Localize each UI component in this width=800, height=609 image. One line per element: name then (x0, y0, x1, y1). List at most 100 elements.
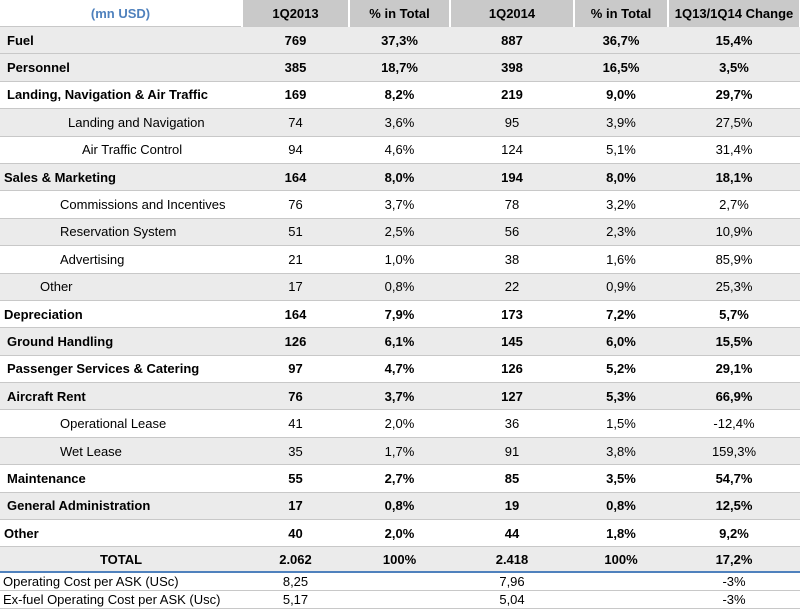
table-row: Depreciation 164 7,9% 173 7,2% 5,7% (0, 299, 800, 328)
footer-row: Operating Cost per ASK (USc) 8,25 7,96 -… (0, 572, 800, 592)
footer-empty (574, 572, 668, 592)
value-1q2013: 51 (242, 217, 349, 246)
change-value: 29,1% (668, 354, 800, 383)
row-label: Other (0, 519, 242, 547)
total-1q2013: 2.062 (242, 546, 349, 574)
value-1q2013: 35 (242, 436, 349, 465)
row-label: Maintenance (0, 464, 242, 493)
change-value: 27,5% (668, 108, 800, 137)
pct-2014: 3,5% (574, 464, 668, 493)
pct-2014: 5,3% (574, 382, 668, 410)
table-row: Advertising 21 1,0% 38 1,6% 85,9% (0, 245, 800, 274)
change-value: 3,5% (668, 53, 800, 82)
row-label: Reservation System (0, 217, 242, 246)
change-value: 15,4% (668, 25, 800, 54)
footer-change: -3% (668, 572, 800, 592)
value-1q2014: 127 (450, 382, 574, 410)
row-label: Ground Handling (0, 327, 242, 356)
value-1q2014: 398 (450, 53, 574, 82)
pct-2014: 0,9% (574, 272, 668, 301)
footer-1q2013: 5,17 (242, 590, 349, 609)
value-1q2013: 17 (242, 491, 349, 520)
footer-empty (349, 572, 450, 592)
pct-2014: 2,3% (574, 217, 668, 246)
pct-2014: 1,5% (574, 409, 668, 438)
footer-1q2014: 5,04 (450, 590, 574, 609)
col-header-1q2013: 1Q2013 (242, 0, 350, 27)
value-1q2014: 91 (450, 436, 574, 465)
value-1q2013: 76 (242, 382, 349, 410)
pct-2013: 1,7% (349, 436, 450, 465)
pct-2013: 7,9% (349, 299, 450, 328)
pct-2013: 3,7% (349, 382, 450, 410)
pct-2014: 5,2% (574, 354, 668, 383)
row-label: Sales & Marketing (0, 162, 242, 191)
value-1q2013: 55 (242, 464, 349, 493)
total-pct-2013: 100% (349, 546, 450, 574)
change-value: 54,7% (668, 464, 800, 493)
value-1q2014: 19 (450, 491, 574, 520)
value-1q2013: 76 (242, 190, 349, 219)
value-1q2013: 126 (242, 327, 349, 356)
table-row: Maintenance 55 2,7% 85 3,5% 54,7% (0, 464, 800, 493)
table-row: Operational Lease 41 2,0% 36 1,5% -12,4% (0, 409, 800, 438)
change-value: 29,7% (668, 80, 800, 109)
pct-2013: 37,3% (349, 25, 450, 54)
value-1q2013: 385 (242, 53, 349, 82)
change-value: 31,4% (668, 135, 800, 164)
pct-2014: 3,8% (574, 436, 668, 465)
pct-2013: 6,1% (349, 327, 450, 356)
row-label: Personnel (0, 53, 242, 82)
pct-2013: 1,0% (349, 245, 450, 274)
pct-2014: 9,0% (574, 80, 668, 109)
change-value: 10,9% (668, 217, 800, 246)
value-1q2013: 21 (242, 245, 349, 274)
pct-2013: 8,0% (349, 162, 450, 191)
footer-change: -3% (668, 590, 800, 609)
table-body: Fuel 769 37,3% 887 36,7% 15,4% Personnel… (0, 25, 800, 609)
table-row: Ground Handling 126 6,1% 145 6,0% 15,5% (0, 327, 800, 356)
value-1q2014: 173 (450, 299, 574, 328)
col-header-pct-2014: % in Total (574, 0, 669, 27)
footer-1q2013: 8,25 (242, 572, 349, 592)
pct-2013: 3,6% (349, 108, 450, 137)
footer-1q2014: 7,96 (450, 572, 574, 592)
change-value: 2,7% (668, 190, 800, 219)
unit-label: (mn USD) (0, 0, 243, 27)
value-1q2014: 38 (450, 245, 574, 274)
value-1q2013: 97 (242, 354, 349, 383)
value-1q2013: 164 (242, 162, 349, 191)
change-value: -12,4% (668, 409, 800, 438)
total-pct-2014: 100% (574, 546, 668, 574)
value-1q2013: 40 (242, 519, 349, 547)
value-1q2014: 56 (450, 217, 574, 246)
value-1q2013: 94 (242, 135, 349, 164)
footer-label: Operating Cost per ASK (USc) (0, 572, 242, 592)
value-1q2014: 194 (450, 162, 574, 191)
row-label: Fuel (0, 25, 242, 54)
row-label: Air Traffic Control (0, 135, 242, 164)
pct-2013: 0,8% (349, 272, 450, 301)
pct-2013: 4,6% (349, 135, 450, 164)
change-value: 159,3% (668, 436, 800, 465)
pct-2014: 8,0% (574, 162, 668, 191)
change-value: 5,7% (668, 299, 800, 328)
table-row: Passenger Services & Catering 97 4,7% 12… (0, 354, 800, 383)
value-1q2013: 74 (242, 108, 349, 137)
pct-2013: 18,7% (349, 53, 450, 82)
pct-2014: 7,2% (574, 299, 668, 328)
table-row: Personnel 385 18,7% 398 16,5% 3,5% (0, 53, 800, 82)
table-row: General Administration 17 0,8% 19 0,8% 1… (0, 491, 800, 520)
change-value: 18,1% (668, 162, 800, 191)
pct-2014: 3,9% (574, 108, 668, 137)
pct-2013: 8,2% (349, 80, 450, 109)
row-label: Landing, Navigation & Air Traffic (0, 80, 242, 109)
pct-2014: 16,5% (574, 53, 668, 82)
row-label: Other (0, 272, 242, 301)
value-1q2013: 41 (242, 409, 349, 438)
row-label: General Administration (0, 491, 242, 520)
col-header-change: 1Q13/1Q14 Change (668, 0, 800, 27)
value-1q2014: 124 (450, 135, 574, 164)
row-label: Commissions and Incentives (0, 190, 242, 219)
